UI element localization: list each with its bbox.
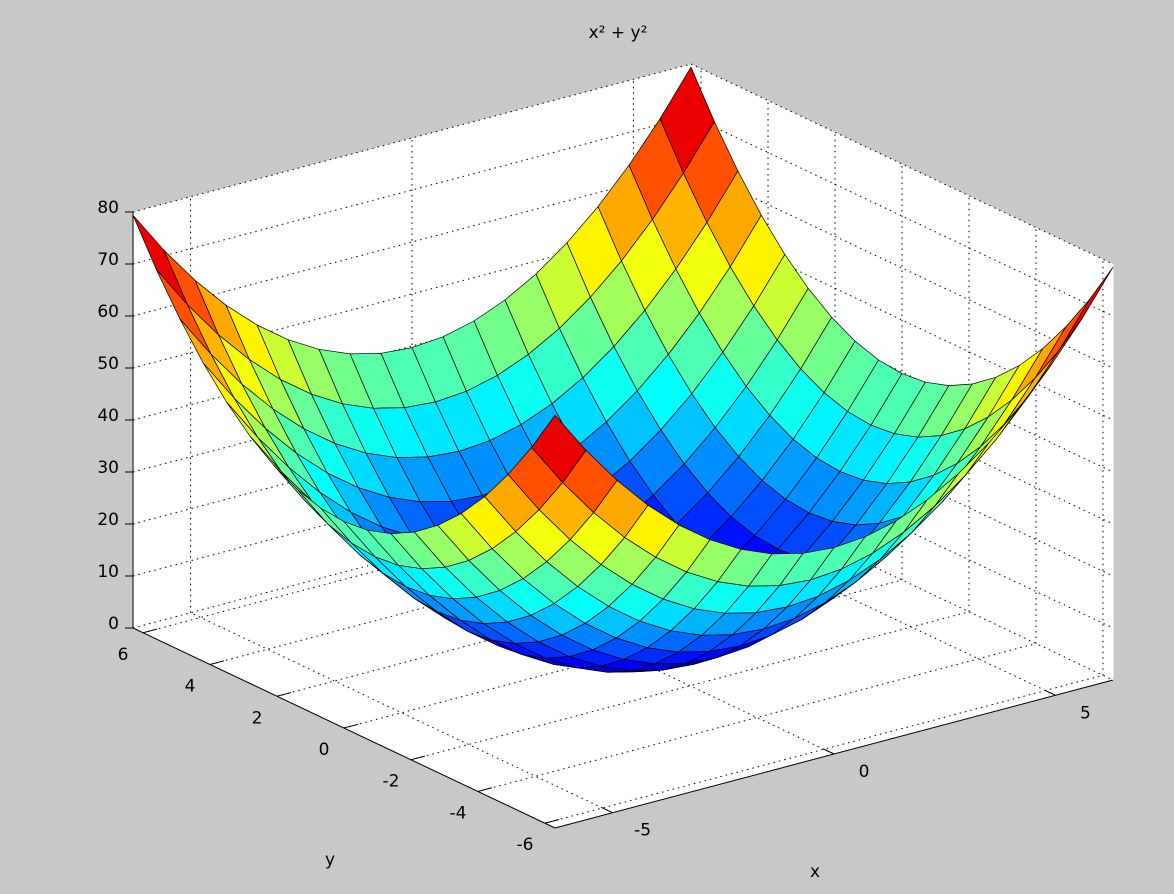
grid-line xyxy=(633,494,1056,696)
y-tick-label: -4 xyxy=(449,803,466,823)
chart-title: x² + y² xyxy=(589,23,648,43)
x-tick-label: 0 xyxy=(859,762,870,782)
surface-face xyxy=(531,414,587,483)
y-tick xyxy=(209,660,225,665)
y-tick-label: 4 xyxy=(185,677,196,697)
z-tick-label: 80 xyxy=(97,198,119,218)
z-tick-label: 30 xyxy=(97,458,119,478)
x-tick-label: 5 xyxy=(1080,703,1091,723)
x-tick-label: -5 xyxy=(634,821,651,841)
z-tick-label: 20 xyxy=(97,510,119,530)
y-tick xyxy=(544,819,560,824)
y-tick xyxy=(410,755,426,761)
y-tick-label: -2 xyxy=(383,772,400,792)
grid-line xyxy=(690,63,1114,265)
y-tick-label: 2 xyxy=(252,708,263,728)
z-tick-label: 0 xyxy=(108,614,119,634)
grid-line xyxy=(690,115,1114,317)
z-tick-label: 70 xyxy=(97,250,119,270)
y-tick xyxy=(477,787,493,792)
x-axis-label: x xyxy=(810,862,820,882)
x-tick xyxy=(601,807,613,814)
y-tick xyxy=(343,723,359,729)
y-tick xyxy=(276,692,292,697)
z-tick-label: 40 xyxy=(97,406,119,426)
y-tick-label: -6 xyxy=(516,835,533,855)
y-axis-label: y xyxy=(325,850,335,870)
x-tick xyxy=(823,748,835,755)
grid-line xyxy=(690,167,1114,369)
x-tick xyxy=(1044,689,1056,696)
z-tick-label: 10 xyxy=(97,562,119,582)
y-tick xyxy=(142,628,158,634)
grid-line xyxy=(411,553,835,755)
z-tick-label: 50 xyxy=(97,354,119,374)
grid-line xyxy=(190,612,613,814)
z-tick-label: 60 xyxy=(97,302,119,322)
y-tick-label: 0 xyxy=(319,740,330,760)
y-tick-label: 6 xyxy=(118,645,129,665)
